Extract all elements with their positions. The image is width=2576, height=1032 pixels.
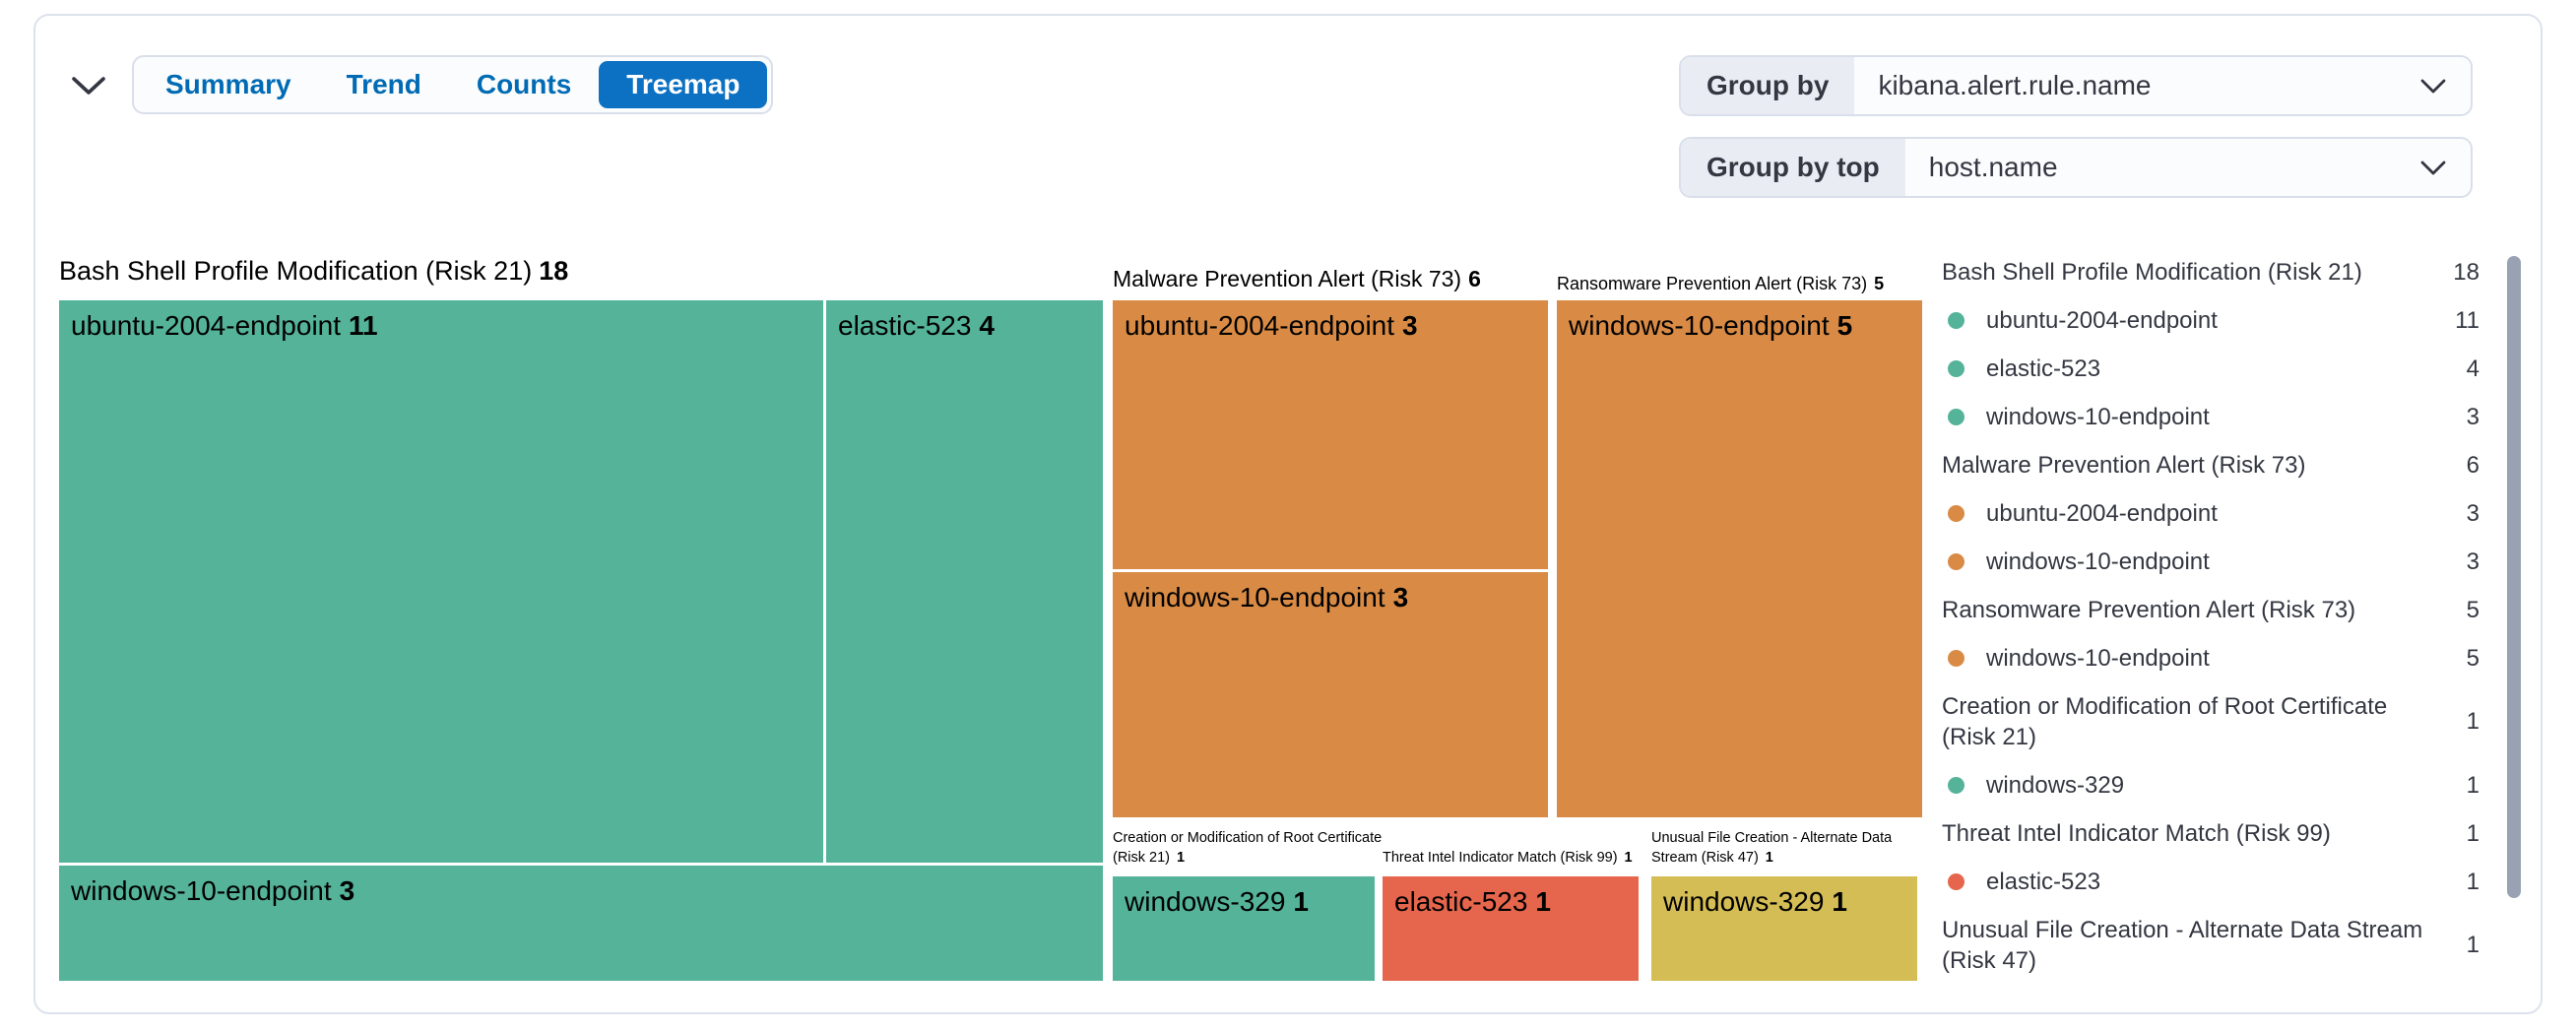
legend-scrollbar[interactable]	[2507, 256, 2521, 898]
legend-row[interactable]: windows-329 1	[1942, 761, 2479, 809]
treemap-cell[interactable]: elastic-523 4	[826, 300, 1103, 863]
treemap-cell[interactable]: ubuntu-2004-endpoint 3	[1113, 300, 1548, 569]
legend-row[interactable]: Creation or Modification of Root Certifi…	[1942, 693, 2479, 750]
legend-row[interactable]: ubuntu-2004-endpoint 3	[1942, 489, 2479, 538]
legend-row[interactable]: elastic-523 4	[1942, 345, 2479, 393]
legend-dot-icon	[1948, 650, 1964, 667]
collapse-panel-button[interactable]	[63, 67, 114, 106]
legend-row[interactable]: Unusual File Creation - Alternate Data S…	[1942, 917, 2479, 974]
group-by-select[interactable]: Group by kibana.alert.rule.name	[1679, 55, 2473, 116]
view-tab-group: Summary Trend Counts Treemap	[132, 55, 774, 114]
legend-row[interactable]: elastic-523 1	[1942, 858, 2479, 906]
legend-dot-icon	[1948, 409, 1964, 425]
legend-dot-icon	[1948, 360, 1964, 377]
treemap-cell[interactable]: windows-329 1	[1651, 876, 1917, 981]
legend-row[interactable]: Ransomware Prevention Alert (Risk 73) 5	[1942, 596, 2479, 624]
treemap-cell[interactable]: windows-329 1	[1113, 876, 1375, 981]
group-by-value: kibana.alert.rule.name	[1878, 70, 2152, 100]
tab-treemap[interactable]: Treemap	[599, 61, 768, 108]
legend-dot-icon	[1948, 873, 1964, 890]
treemap-legend: Bash Shell Profile Modification (Risk 21…	[1942, 248, 2479, 985]
chevron-down-icon	[2419, 139, 2471, 196]
legend-dot-icon	[1948, 553, 1964, 570]
legend-row[interactable]: Threat Intel Indicator Match (Risk 99) 1	[1942, 819, 2479, 848]
tab-counts[interactable]: Counts	[449, 57, 599, 112]
legend-row[interactable]: windows-10-endpoint 5	[1942, 634, 2479, 682]
treemap-cell[interactable]: windows-10-endpoint 3	[59, 866, 1103, 981]
treemap-cell[interactable]: elastic-523 1	[1383, 876, 1639, 981]
treemap-group-title: Ransomware Prevention Alert (Risk 73) 5	[1557, 274, 1885, 293]
treemap-cell[interactable]: ubuntu-2004-endpoint 11	[59, 300, 823, 863]
treemap-group-title: Malware Prevention Alert (Risk 73) 6	[1113, 266, 1481, 291]
legend-row[interactable]: windows-10-endpoint 3	[1942, 538, 2479, 586]
treemap-group-title: Threat Intel Indicator Match (Risk 99) 1	[1383, 850, 1633, 866]
legend-row[interactable]: ubuntu-2004-endpoint 11	[1942, 296, 2479, 345]
group-by-top-select[interactable]: Group by top host.name	[1679, 137, 2473, 198]
treemap-group-title: Bash Shell Profile Modification (Risk 21…	[59, 256, 569, 286]
legend-row[interactable]: windows-10-endpoint 3	[1942, 393, 2479, 441]
chevron-down-icon	[2419, 57, 2471, 114]
treemap-group-title: Creation or Modification of Root Certifi…	[1113, 830, 1383, 866]
chevron-down-icon	[71, 75, 106, 99]
treemap-cell[interactable]: windows-10-endpoint 3	[1113, 572, 1548, 817]
group-by-top-value: host.name	[1928, 152, 2058, 182]
tab-trend[interactable]: Trend	[319, 57, 449, 112]
legend-row[interactable]: Malware Prevention Alert (Risk 73) 6	[1942, 451, 2479, 480]
legend-dot-icon	[1948, 312, 1964, 329]
legend-row[interactable]: Bash Shell Profile Modification (Risk 21…	[1942, 258, 2479, 287]
group-by-label: Group by	[1681, 57, 1855, 114]
legend-dot-icon	[1948, 505, 1964, 522]
tab-summary[interactable]: Summary	[138, 57, 319, 112]
group-by-top-label: Group by top	[1681, 139, 1905, 196]
treemap-cell[interactable]: windows-10-endpoint 5	[1557, 300, 1922, 817]
legend-dot-icon	[1948, 777, 1964, 794]
treemap-group-title: Unusual File Creation - Alternate Data S…	[1651, 830, 1893, 866]
